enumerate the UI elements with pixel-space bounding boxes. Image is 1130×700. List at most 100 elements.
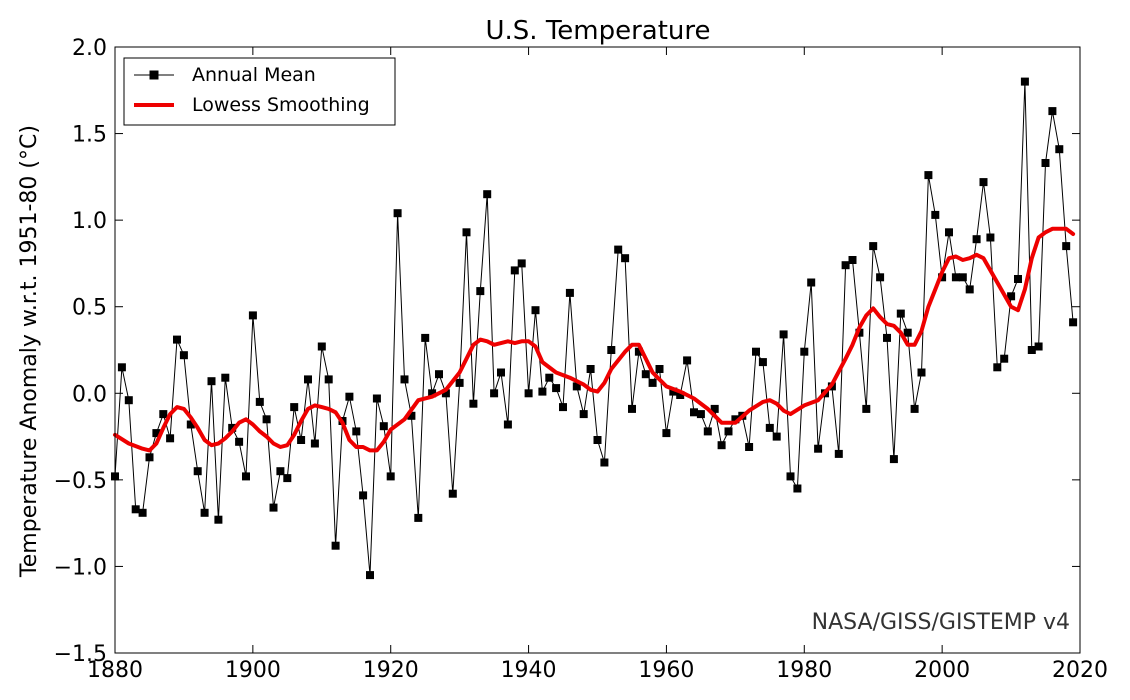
y-tick-label: −0.5 <box>54 469 107 494</box>
y-tick-label: 0.5 <box>72 296 107 321</box>
annual-mean-point <box>393 209 402 218</box>
annual-mean-point <box>414 513 423 522</box>
annual-mean-point <box>297 436 306 444</box>
lowess-smoothing-series <box>113 226 1076 453</box>
annual-mean-point <box>428 389 437 398</box>
annual-mean-point <box>503 420 512 429</box>
annual-mean-point <box>193 467 202 476</box>
annual-mean-point <box>400 375 409 384</box>
annual-mean-point <box>386 472 395 481</box>
annual-mean-point <box>786 472 795 481</box>
annual-mean-point <box>931 210 940 219</box>
annual-mean-point <box>641 370 650 379</box>
annual-mean-point <box>807 278 816 287</box>
annual-mean-point <box>834 449 843 458</box>
annual-mean-point <box>676 391 685 399</box>
annual-mean-point <box>958 273 967 282</box>
annual-mean-point <box>228 423 237 432</box>
legend-box <box>123 57 396 126</box>
annual-mean-point <box>1020 77 1029 86</box>
annual-mean-point <box>951 273 960 282</box>
annual-mean-point <box>255 397 264 406</box>
annual-mean-point <box>572 382 581 391</box>
annual-mean-point <box>752 347 760 356</box>
annual-mean-point <box>945 228 953 237</box>
annual-mean-point <box>848 256 857 264</box>
annual-mean-line <box>114 81 1074 576</box>
y-tick-label: −1.5 <box>54 642 107 667</box>
annual-mean-point <box>497 368 505 377</box>
annual-mean-point <box>883 333 891 342</box>
plot-series-area <box>111 77 1078 580</box>
y-tick-label: −1.0 <box>54 555 107 580</box>
annual-mean-point <box>421 333 430 342</box>
annual-mean-point <box>531 306 540 315</box>
annual-mean-point <box>317 342 326 351</box>
annual-mean-point <box>965 285 974 294</box>
annual-mean-point <box>593 436 602 444</box>
annual-mean-point <box>242 472 250 481</box>
x-tick-label: 1960 <box>638 658 694 683</box>
annual-mean-point <box>517 259 526 268</box>
annual-mean-point <box>262 415 271 424</box>
legend-annual-marker <box>149 70 159 80</box>
annual-mean-point <box>758 358 767 367</box>
annual-mean-point <box>304 375 312 384</box>
annual-mean-point <box>1041 159 1050 167</box>
annual-mean-point <box>600 458 609 467</box>
annual-mean-point <box>214 515 223 524</box>
x-tick-label: 2000 <box>914 658 970 683</box>
annual-mean-point <box>814 444 823 453</box>
annual-mean-point <box>200 508 209 517</box>
annual-mean-point <box>1007 292 1016 301</box>
annual-mean-point <box>462 228 471 237</box>
annual-mean-point <box>538 387 547 396</box>
annual-mean-point <box>1069 318 1078 327</box>
y-tick-label: 2.0 <box>72 36 107 61</box>
annual-mean-point <box>862 404 871 413</box>
annual-mean-point <box>324 375 333 384</box>
annual-mean-point <box>283 474 292 483</box>
annual-mean-point <box>1000 354 1009 363</box>
annual-mean-point <box>407 411 416 420</box>
annual-mean-point <box>173 335 181 344</box>
annual-mean-point <box>896 309 905 318</box>
annual-mean-point <box>138 508 147 517</box>
annual-mean-point <box>772 432 781 441</box>
annual-mean-point <box>614 245 623 254</box>
annual-mean-point <box>793 484 802 493</box>
annual-mean-point <box>910 404 919 413</box>
annual-mean-point <box>648 378 657 387</box>
annual-mean-point <box>1062 242 1071 251</box>
annual-mean-point <box>117 363 126 372</box>
annual-mean-point <box>710 404 719 413</box>
legend: Annual Mean Lowess Smoothing <box>123 57 396 126</box>
annual-mean-point <box>979 178 988 187</box>
annual-mean-point <box>1027 346 1036 354</box>
annual-mean-point <box>986 233 995 242</box>
x-tick-label: 1900 <box>225 658 281 683</box>
annual-mean-point <box>696 410 705 419</box>
annual-mean-point <box>276 467 285 476</box>
annual-mean-point <box>179 351 188 360</box>
x-tick-label: 1880 <box>87 658 143 683</box>
annual-mean-point <box>731 415 740 424</box>
annual-mean-point <box>1014 275 1022 283</box>
annual-mean-point <box>655 365 664 373</box>
annual-mean-point <box>924 171 933 180</box>
annual-mean-point <box>207 377 216 386</box>
annual-mean-point <box>159 410 168 419</box>
annual-mean-point <box>248 311 257 320</box>
annual-mean-point <box>221 373 230 382</box>
annual-mean-point <box>345 392 354 401</box>
annual-mean-point <box>841 261 850 270</box>
annual-mean-point <box>703 427 712 436</box>
annual-mean-point <box>366 571 374 580</box>
annual-mean-point <box>290 403 299 412</box>
annual-mean-point <box>545 373 554 382</box>
legend-label-annual: Annual Mean <box>192 64 316 86</box>
annual-mean-point <box>490 389 499 398</box>
annual-mean-point <box>683 356 692 365</box>
annual-mean-point <box>690 408 698 417</box>
y-tick-label: 1.0 <box>72 209 107 234</box>
